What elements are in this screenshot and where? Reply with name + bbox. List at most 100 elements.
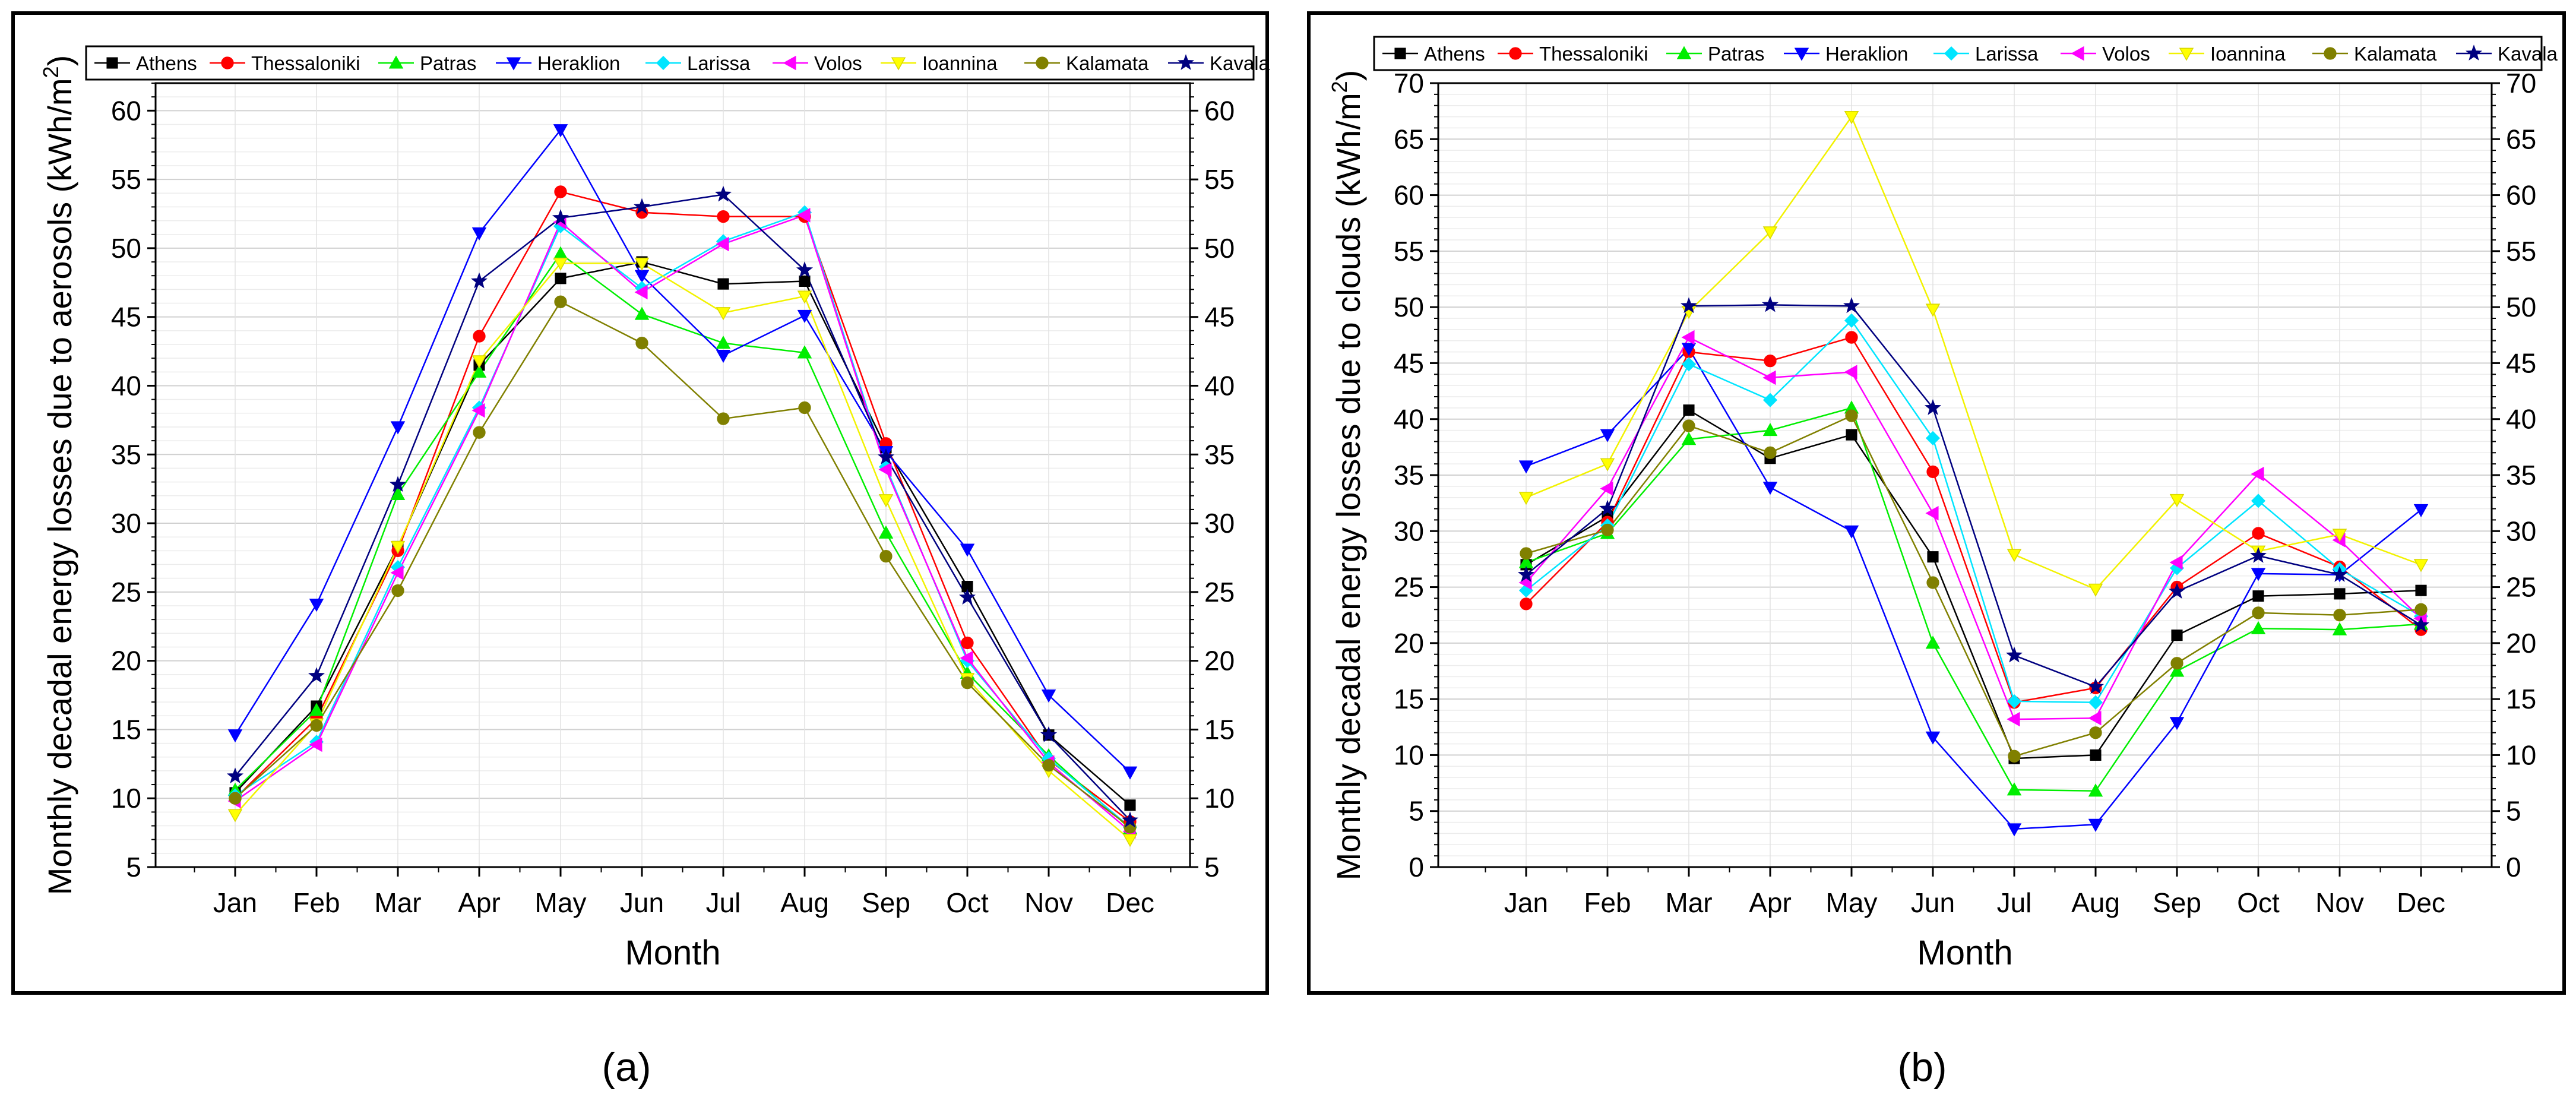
data-point-kavala — [1599, 499, 1616, 516]
y-tick-label-right: 25 — [1204, 577, 1235, 608]
panel-label: (b) — [1897, 1045, 1947, 1090]
y-tick-label-right: 15 — [1204, 714, 1235, 745]
data-point-kalamata — [1601, 523, 1614, 537]
grid — [1438, 83, 2492, 868]
y-tick-label-left: 25 — [111, 577, 141, 608]
x-tick-label: Apr — [1749, 887, 1792, 918]
data-point-kavala — [226, 767, 244, 784]
y-tick-label-right: 5 — [2506, 796, 2521, 827]
data-point-larissa — [2251, 494, 2266, 508]
data-point-kalamata — [798, 401, 811, 415]
data-point-ioannina — [1122, 834, 1138, 847]
data-point-patras — [634, 306, 650, 320]
y-tick-label-right: 15 — [2506, 684, 2536, 714]
data-point-volos — [2088, 710, 2102, 726]
data-point-patras — [878, 525, 894, 539]
legend-label-thessaloniki: Thessaloniki — [251, 52, 360, 74]
legend: Athens Thessaloniki Patras Heraklion Larissa… — [85, 45, 1270, 81]
series-line-thessaloniki — [235, 191, 1131, 823]
data-point-ioannina — [634, 257, 650, 271]
legend-label-heraklion: Heraklion — [537, 52, 620, 74]
data-point-thessaloniki — [1520, 597, 1533, 611]
data-point-heraklion — [1600, 429, 1615, 442]
data-point-heraklion — [2169, 717, 2185, 730]
data-point-kalamata — [1764, 446, 1777, 459]
y-tick-label-left: 55 — [1394, 236, 1424, 267]
data-point-heraklion — [309, 599, 324, 612]
y-tick-label-left: 10 — [1394, 739, 1424, 770]
y-tick-label-left: 60 — [1394, 180, 1424, 211]
plot-area — [154, 82, 1191, 868]
x-axis-title: Month — [625, 934, 720, 972]
data-point-heraklion — [1925, 731, 1941, 745]
y-tick-label-left: 40 — [1394, 404, 1424, 435]
data-point-kavala — [1924, 399, 1942, 415]
series-line-volos — [235, 214, 1131, 832]
data-point-athens — [1124, 799, 1136, 811]
panel-frame — [1307, 11, 2566, 995]
data-point-patras — [390, 486, 406, 500]
data-point-ioannina — [1762, 226, 1778, 240]
y-tick-label-right: 60 — [1204, 95, 1235, 126]
data-point-athens — [555, 273, 567, 284]
data-point-volos — [1925, 505, 1939, 521]
data-point-thessaloniki — [961, 636, 974, 650]
data-point-volos — [960, 650, 973, 666]
data-point-volos — [2169, 555, 2183, 570]
data-point-larissa — [2088, 695, 2103, 710]
legend-marker-kalamata — [1036, 56, 1049, 69]
y-axis-title: Monthly decadal energy losses due to aer… — [39, 55, 78, 895]
data-point-athens — [2252, 590, 2264, 602]
data-point-kavala — [2005, 646, 2023, 663]
data-point-heraklion — [1681, 343, 1697, 356]
data-point-athens — [717, 278, 729, 290]
y-tick-label-left: 55 — [111, 164, 141, 195]
data-point-kalamata — [2008, 749, 2021, 763]
data-point-volos — [309, 737, 322, 752]
data-point-athens — [1927, 551, 1939, 563]
data-point-kavala — [2168, 583, 2186, 599]
data-point-kalamata — [391, 584, 404, 597]
data-point-kavala — [1040, 726, 1058, 742]
data-point-ioannina — [471, 355, 487, 369]
data-point-volos — [634, 284, 648, 300]
data-point-ioannina — [797, 290, 812, 304]
data-point-thessaloniki — [473, 330, 486, 343]
series-line-larissa — [1526, 319, 2422, 704]
data-point-thessaloniki — [2252, 527, 2265, 540]
x-axis-title: Month — [1917, 934, 2012, 972]
legend-marker-heraklion — [1794, 48, 1809, 61]
legend-marker-ioannina — [2179, 48, 2194, 61]
data-point-heraklion — [471, 227, 487, 241]
y-axis-title: Monthly decadal energy losses due to clo… — [1327, 70, 1367, 881]
legend-marker-ioannina — [891, 57, 906, 71]
data-point-kavala — [958, 589, 976, 605]
legend-marker-larissa — [656, 55, 671, 71]
y-tick-label-right: 20 — [1204, 646, 1235, 676]
legend-marker-larissa — [1944, 46, 1959, 61]
data-point-heraklion — [797, 309, 812, 323]
data-point-athens — [2415, 584, 2427, 596]
data-point-volos — [1844, 365, 1857, 379]
legend-marker-thessaloniki — [1509, 47, 1522, 60]
panel-label: (a) — [602, 1045, 651, 1090]
x-axis: Jan Feb Mar Apr May Jun Jul Aug Sep Oct Nov Dec — [194, 867, 1172, 918]
data-point-kavala — [2412, 616, 2430, 632]
y-tick-label-left: 25 — [1394, 572, 1424, 603]
legend-label-volos: Volos — [2102, 43, 2150, 65]
data-point-heraklion — [390, 421, 406, 435]
x-tick-label: Oct — [946, 887, 989, 918]
y-tick-label-left: 10 — [111, 783, 141, 814]
series-line-volos — [1526, 336, 2422, 720]
data-point-patras — [716, 336, 731, 349]
x-tick-label: Jun — [620, 887, 664, 918]
data-point-kalamata — [1682, 419, 1695, 432]
data-point-patras — [1681, 432, 1697, 445]
data-point-heraklion — [1122, 766, 1138, 780]
x-tick-label: Nov — [2315, 887, 2364, 918]
data-point-heraklion — [1518, 460, 1534, 474]
y-tick-label-right: 10 — [2506, 739, 2536, 770]
series-line-heraklion — [234, 128, 1131, 773]
data-point-patras — [2332, 622, 2347, 635]
data-point-athens — [799, 275, 811, 287]
